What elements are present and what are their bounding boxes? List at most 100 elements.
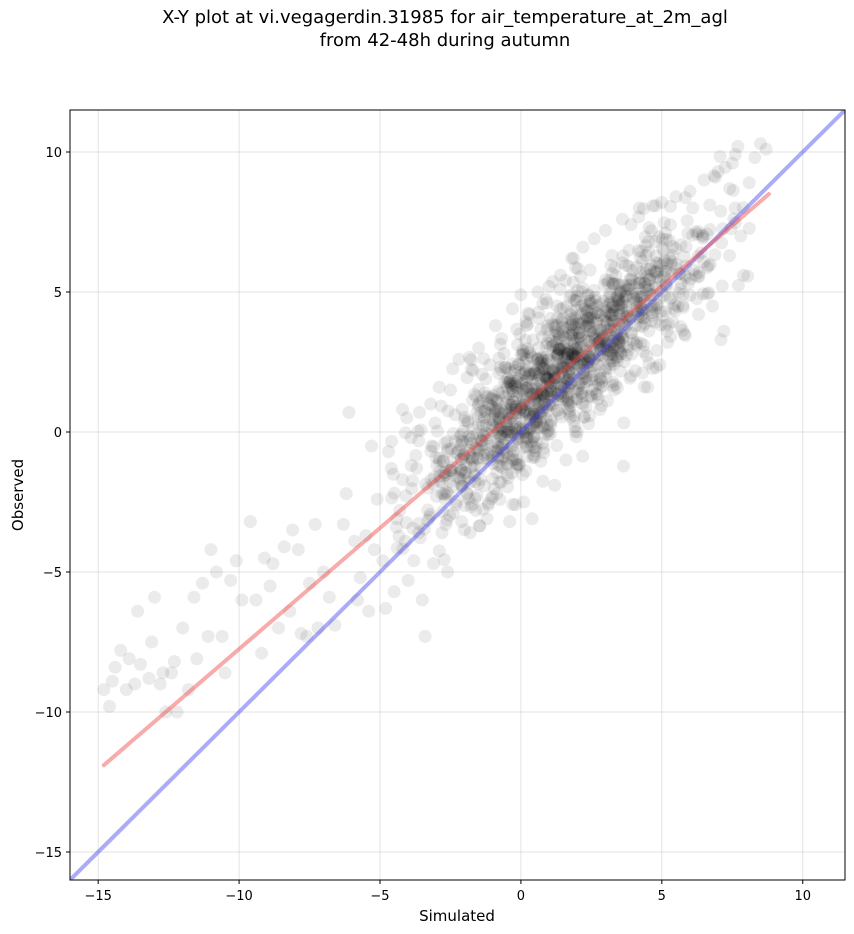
scatter-point [493, 459, 507, 473]
scatter-point [419, 477, 432, 491]
scatter-point [562, 407, 576, 421]
scatter-point [624, 271, 638, 285]
scatter-point [537, 442, 550, 456]
scatter-point [658, 304, 672, 318]
scatter-point [556, 301, 570, 315]
scatter-point [466, 430, 480, 444]
scatter-point [596, 340, 610, 353]
scatter-point [672, 286, 686, 300]
scatter-point [628, 364, 642, 378]
scatter-point [567, 341, 581, 354]
scatter-point [142, 671, 156, 685]
scatter-point [494, 441, 508, 455]
scatter-point [534, 354, 548, 368]
scatter-point [533, 406, 547, 420]
scatter-point [535, 378, 549, 392]
scatter-point [492, 411, 506, 425]
reference-lines [70, 110, 845, 880]
scatter-point [681, 277, 695, 291]
scatter-point [486, 457, 500, 470]
scatter-point [558, 360, 572, 374]
scatter-point [524, 412, 538, 425]
scatter-point [499, 360, 512, 374]
scatter-point [702, 259, 715, 273]
scatter-point [510, 452, 524, 466]
scatter-point [526, 409, 540, 423]
scatter-point [549, 341, 563, 355]
scatter-point [607, 319, 621, 333]
scatter-point [567, 332, 581, 346]
scatter-point [486, 472, 500, 486]
scatter-point [570, 356, 584, 370]
scatter-point [557, 359, 571, 373]
scatter-point [612, 298, 626, 312]
scatter-point [537, 397, 551, 411]
scatter-point [703, 198, 717, 212]
scatter-point [500, 419, 514, 433]
scatter-point [509, 461, 523, 474]
scatter-point [587, 352, 601, 366]
scatter-point [670, 257, 684, 271]
x-tick-label: −15 [84, 889, 111, 904]
scatter-point [638, 230, 652, 244]
scatter-point [731, 139, 745, 153]
scatter-point [642, 356, 656, 370]
scatter-point [633, 296, 647, 310]
scatter-point [494, 475, 508, 489]
y-axis-label: Observed [9, 459, 27, 531]
scatter-point [648, 302, 662, 316]
scatter-point [559, 453, 573, 467]
scatter-point [437, 553, 451, 567]
scatter-point [676, 287, 690, 301]
scatter-point [561, 347, 574, 361]
scatter-point [454, 463, 468, 477]
scatter-point [283, 604, 297, 618]
scatter-point [520, 449, 534, 463]
scatter-point [550, 377, 564, 391]
scatter-point [522, 380, 536, 394]
scatter-point [617, 318, 631, 332]
scatter-point [599, 336, 613, 350]
scatter-point [515, 377, 529, 391]
scatter-point [439, 468, 453, 482]
scatter-point [602, 348, 615, 362]
scatter-point [450, 446, 464, 460]
scatter-point [491, 402, 505, 416]
scatter-point [460, 486, 474, 500]
scatter-point [566, 351, 580, 364]
scatter-point [562, 369, 576, 382]
scatter-point [493, 493, 507, 506]
scatter-point [524, 368, 538, 381]
scatter-point [467, 467, 481, 481]
scatter-point [687, 263, 701, 277]
x-tick-label: −5 [370, 889, 389, 904]
scatter-point [528, 404, 542, 418]
scatter-points [97, 137, 773, 719]
scatter-point [649, 249, 663, 263]
scatter-point [560, 394, 574, 408]
scatter-point [527, 440, 541, 454]
scatter-point [542, 352, 556, 366]
scatter-point [655, 309, 669, 323]
scatter-point [635, 289, 649, 303]
scatter-point [563, 369, 577, 383]
scatter-point [541, 425, 555, 439]
scatter-point [538, 362, 552, 376]
scatter-point [485, 392, 499, 406]
scatter-point [541, 403, 555, 417]
scatter-point [560, 336, 574, 350]
scatter-point [669, 261, 683, 275]
scatter-point [507, 389, 521, 403]
scatter-point [532, 405, 546, 419]
scatter-point [601, 394, 614, 408]
scatter-point [516, 423, 529, 437]
scatter-point [470, 488, 484, 502]
scatter-point [554, 386, 568, 400]
scatter-point [493, 337, 507, 351]
scatter-point [588, 378, 602, 392]
scatter-point [552, 358, 566, 372]
scatter-point [103, 699, 116, 713]
scatter-point [660, 257, 674, 271]
scatter-point [491, 450, 504, 464]
scatter-point [573, 325, 586, 339]
